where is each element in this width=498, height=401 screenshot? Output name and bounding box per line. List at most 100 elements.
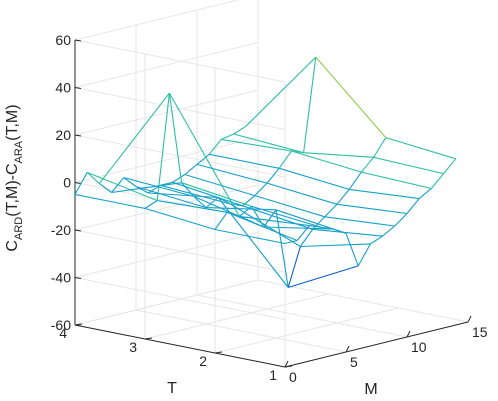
mesh-segment-m — [324, 203, 338, 218]
z-tick-1 — [74, 277, 82, 279]
mesh-segment-t — [168, 92, 240, 217]
mesh-segment-t — [214, 228, 286, 245]
mesh-segment-t — [74, 193, 146, 209]
mesh-segment-t — [245, 56, 317, 127]
mesh-segment-t — [205, 207, 277, 211]
mesh-segment-m — [221, 133, 234, 140]
mesh-segment-t — [209, 153, 280, 169]
mesh-segment-t — [303, 152, 374, 158]
mesh-segment-m — [86, 171, 100, 185]
y-tick-1 — [214, 351, 223, 354]
grid-z-back-6 — [74, 0, 240, 41]
y-axis-line — [74, 324, 286, 368]
mesh-segment-m — [284, 239, 298, 245]
grid-y-floor-2 — [144, 293, 329, 340]
grid-x-floor-1 — [135, 309, 347, 353]
mesh-segment-m — [406, 198, 420, 214]
mesh-segment-m — [312, 216, 326, 230]
mesh-segment-m — [160, 181, 173, 186]
mesh-segment-m — [299, 228, 314, 247]
mesh-segment-t — [254, 195, 325, 218]
grid-y-floor-1 — [214, 307, 399, 354]
mesh-segment-t — [373, 156, 444, 175]
mesh-segment-t — [196, 163, 268, 184]
z-tick-2 — [74, 229, 82, 232]
mesh-segment-t — [349, 188, 420, 200]
grid-y-floor-3 — [74, 279, 259, 326]
x-tick-label: 0 — [289, 369, 297, 385]
mesh-segment-m — [373, 137, 387, 158]
mesh-segment-m — [168, 93, 183, 183]
mesh-segment-t — [148, 192, 219, 199]
x-tick-label: 15 — [472, 324, 488, 340]
mesh-segment-m — [74, 172, 88, 195]
x-tick-0 — [284, 360, 289, 368]
mesh-segment-t — [157, 200, 228, 213]
x-tick-1 — [345, 345, 350, 353]
grid-z-left-2 — [74, 229, 286, 273]
mesh-segment-m — [123, 177, 137, 187]
mesh-segment-t — [336, 203, 408, 215]
mesh-segment-t — [288, 265, 359, 289]
x-tick-label: 10 — [411, 339, 427, 355]
y-tick-3 — [74, 323, 83, 326]
mesh-segment-t — [242, 205, 313, 230]
mesh-segment-m — [357, 243, 371, 267]
mesh-segment-m — [418, 188, 432, 200]
mesh-segment-m — [443, 158, 457, 174]
y-axis-title: T — [167, 380, 177, 397]
mesh-segment-t — [266, 182, 338, 205]
grid-z-left-4 — [74, 134, 286, 178]
mesh-segment-m — [99, 183, 112, 193]
y-tick-2 — [144, 337, 153, 340]
mesh-segment-m — [205, 197, 219, 209]
mesh-segment-m — [348, 171, 362, 190]
mesh-segment-t — [361, 171, 432, 190]
mesh-segment-t — [184, 173, 255, 197]
z-tick-label: -40 — [51, 270, 71, 286]
mesh-segment-t — [312, 228, 383, 237]
mesh-segment-t — [86, 171, 158, 202]
grid-z-back-3 — [74, 137, 259, 183]
mesh-segment-m — [430, 173, 445, 189]
mesh-segment-m — [303, 57, 317, 153]
y-tick-label: 2 — [199, 353, 207, 369]
z-tick-3 — [74, 182, 82, 184]
grid-z-left-1 — [74, 277, 286, 320]
grid-z-back-4 — [74, 89, 259, 136]
z-tick-label: 40 — [55, 80, 71, 96]
mesh-segment-m — [172, 174, 186, 183]
z-tick-4 — [74, 134, 82, 137]
z-axis-title-part-2: (T,M)-C — [4, 163, 21, 216]
mesh-segment-m — [233, 125, 247, 135]
z-tick-label: -60 — [51, 317, 71, 333]
mesh-segment-t — [144, 207, 216, 231]
y-tick-label: 4 — [59, 325, 67, 341]
y-tick-label: 1 — [269, 367, 277, 383]
mesh-segment-m — [156, 93, 170, 201]
mesh-segment-m — [193, 195, 207, 209]
mesh-segment-t — [385, 137, 456, 160]
mesh-segment-t — [324, 216, 395, 227]
mesh-segment-t — [181, 182, 252, 207]
mesh-segment-m — [278, 150, 292, 169]
x-tick-2 — [406, 330, 411, 338]
z-tick-label: 20 — [55, 127, 71, 143]
mesh-segment-m — [336, 189, 350, 205]
mesh-segment-m — [287, 246, 301, 288]
z-axis-title: CARD(T,M)-CARA(T,M) — [4, 104, 25, 251]
z-tick-label: 60 — [55, 32, 71, 48]
mesh-segment-t — [275, 209, 347, 234]
mesh-segment-m — [254, 182, 268, 196]
mesh-segment-m — [196, 153, 210, 165]
grid-z-left-6 — [74, 39, 286, 83]
y-tick-0 — [284, 365, 293, 368]
grid-z-back-1 — [74, 232, 259, 278]
mesh-segment-m — [382, 225, 396, 237]
z-tick-6 — [74, 39, 82, 42]
mesh-segment-t — [135, 185, 207, 209]
mesh-segment-m — [214, 211, 228, 230]
mesh-segment-m — [370, 235, 383, 245]
mesh-segment-m — [394, 213, 408, 227]
mesh-segment-t — [300, 243, 371, 248]
